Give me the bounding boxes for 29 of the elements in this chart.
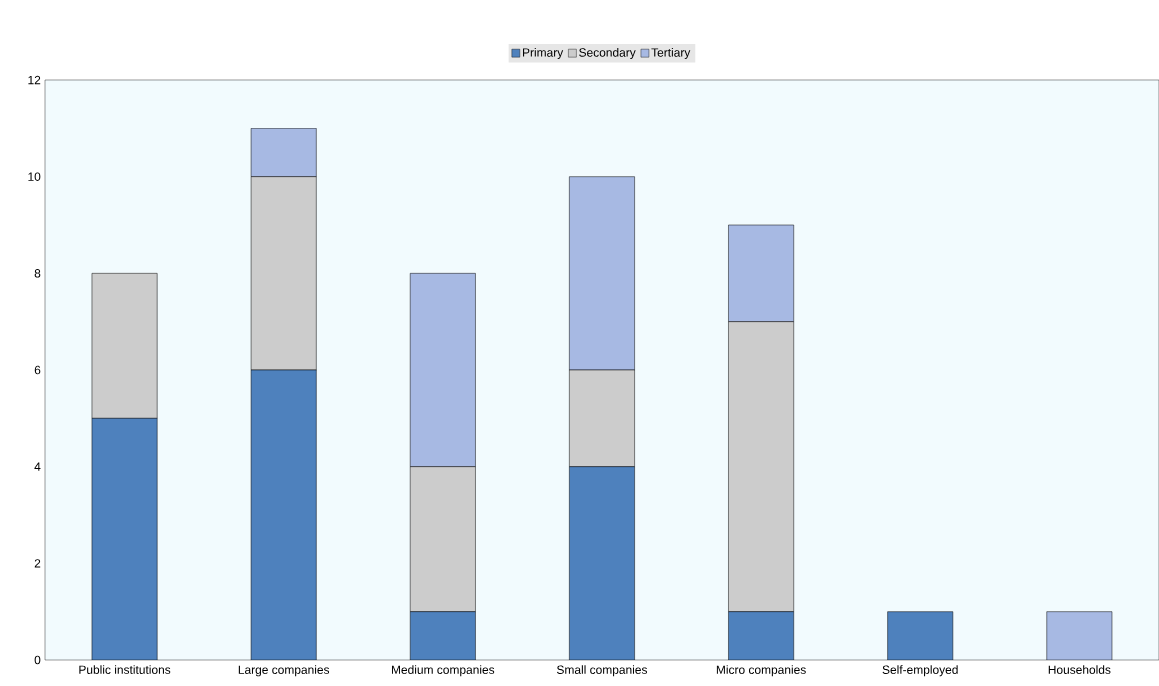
bar [887,611,954,660]
bar [250,369,317,660]
bar [728,224,794,322]
legend-label: Primary [523,47,564,60]
x-tick-label: Small companies [557,665,648,677]
x-tick-label: Self-employed [882,665,958,677]
y-tick-label: 6 [34,365,41,375]
y-tick-label: 2 [34,559,41,568]
bar [91,418,158,660]
y-tick-label: 4 [34,462,41,471]
x-tick-label: Medium companies [391,665,495,677]
x-tick-label: Large companies [238,665,330,677]
legend-label: Tertiary [651,47,691,60]
bar [728,611,794,660]
y-tick-label: 0 [34,655,41,665]
y-tick-label: 12 [28,75,41,85]
y-tick-label: 8 [34,269,41,278]
bar [1046,611,1113,660]
y-tick-label: 10 [28,172,41,181]
x-tick-label: Public institutions [79,665,171,674]
bar [569,466,635,660]
bar [409,466,476,612]
bar [250,128,317,177]
legend-label: Secondary [579,47,636,60]
x-tick-label: Micro companies [716,665,806,677]
bar [409,273,476,467]
bar [409,611,476,660]
bar [569,176,635,371]
x-tick-label: Households [1048,665,1111,674]
